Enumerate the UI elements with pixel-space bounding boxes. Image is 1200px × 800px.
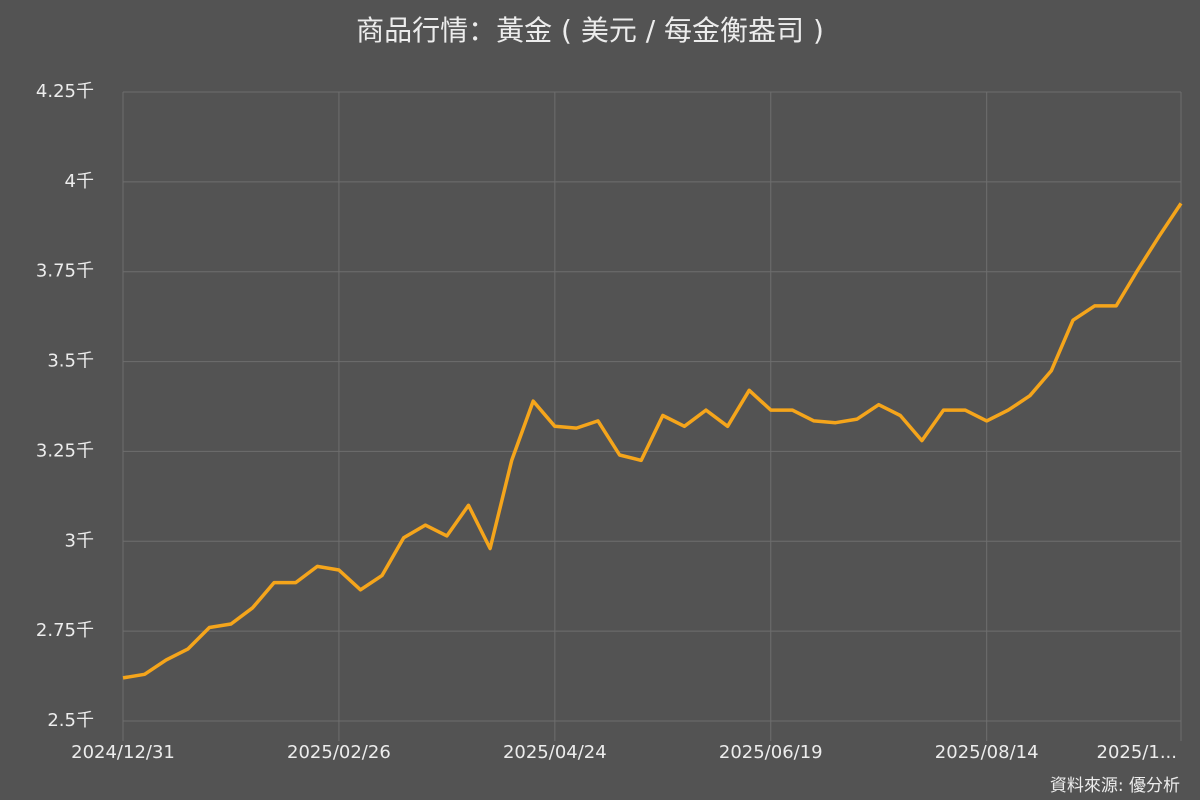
y-tick-label: 3.75千 bbox=[36, 261, 94, 282]
y-tick-label: 2.5千 bbox=[47, 710, 94, 731]
source-note: 資料來源: 優分析 bbox=[1050, 776, 1180, 796]
x-tick-label: 2025/06/19 bbox=[719, 742, 823, 763]
x-tick-label: 2025/04/24 bbox=[503, 742, 607, 763]
y-tick-label: 3千 bbox=[65, 530, 94, 551]
x-tick-label: 2025/02/26 bbox=[287, 742, 391, 763]
y-tick-label: 3.25千 bbox=[36, 440, 94, 461]
x-tick-label: 2024/12/31 bbox=[71, 742, 175, 763]
x-tick-label: 2025/08/14 bbox=[935, 742, 1039, 763]
y-tick-label: 2.75千 bbox=[36, 620, 94, 641]
y-tick-label: 4千 bbox=[65, 171, 94, 192]
y-tick-label: 3.5千 bbox=[47, 351, 94, 372]
price-line bbox=[122, 202, 1183, 680]
chart-title: 商品行情：黃金 ( 美元 / 每金衡盎司 ) bbox=[356, 14, 824, 47]
x-tick-label: 2025/1... bbox=[1097, 742, 1178, 763]
y-tick-label: 4.25千 bbox=[36, 81, 94, 102]
